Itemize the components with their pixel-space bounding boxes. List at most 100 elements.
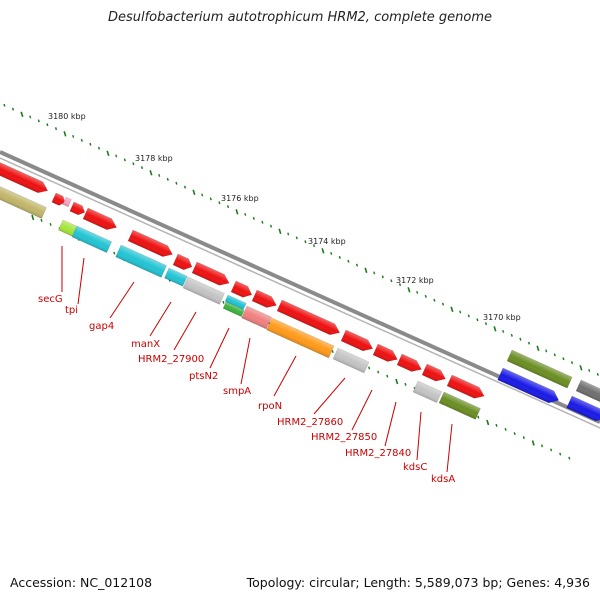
gene-red [276, 299, 341, 336]
tick-mark [72, 134, 75, 138]
gene-cyan [115, 244, 167, 278]
gene-red-shading [0, 158, 48, 193]
tick-mark [377, 370, 380, 374]
scale-label: 3178 kbp [135, 154, 173, 163]
gene-cyan [164, 267, 188, 287]
tick-mark [476, 318, 479, 322]
gene-red-shading [373, 344, 398, 362]
tick-mark [531, 440, 535, 446]
tick-mark [588, 368, 591, 372]
gene-cyan-shading [115, 245, 167, 278]
gene-label-tpi: tpi [65, 305, 78, 316]
tick-mark [550, 448, 553, 452]
gene-khaki [0, 181, 47, 219]
gene-pink [62, 196, 72, 208]
tick-mark [347, 259, 350, 263]
tick-mark [390, 279, 393, 283]
tick-mark [527, 341, 531, 345]
gene-labels: secG tpi gap4 manX HRM2_27900 ptsN2 smpA… [38, 294, 455, 485]
scale-label: 3170 kbp [483, 313, 521, 322]
tick-mark [46, 123, 49, 127]
tick-mark [252, 216, 255, 220]
tick-mark [540, 444, 544, 448]
gene-features [0, 157, 600, 422]
gene-blue-shading [497, 368, 559, 403]
tick-mark [166, 177, 169, 181]
gene-gray [332, 347, 370, 374]
tick-mark [570, 361, 574, 365]
tick-mark [49, 222, 52, 226]
gene-salmon-shading [241, 306, 272, 329]
gene-cyan [224, 294, 247, 311]
tick-mark [553, 353, 556, 357]
gene-red-shading [231, 281, 252, 298]
gene-red-shading [341, 330, 373, 351]
tick-mark [235, 209, 239, 215]
tick-mark [269, 224, 273, 228]
gene-red [396, 353, 422, 372]
tick-mark [486, 419, 490, 426]
gene-pink-shading [62, 197, 72, 207]
gene-red [127, 229, 173, 257]
tick-mark [502, 329, 505, 333]
tick-mark [321, 248, 325, 254]
tick-mark [40, 218, 43, 222]
gene-red [51, 192, 66, 206]
map-title: Desulfobacterium autotrophicum HRM2, com… [107, 10, 493, 25]
tick-mark [562, 357, 565, 361]
tick-mark [183, 185, 187, 189]
gene-label-hrm2-27860: HRM2_27860 [277, 417, 343, 428]
gene-red [191, 261, 230, 286]
tick-mark [63, 131, 67, 137]
gene-cyan-shading [72, 226, 112, 253]
tick-mark [504, 427, 507, 431]
tick-mark [416, 290, 419, 294]
gene-label-hrm2-27900: HRM2_27900 [138, 354, 204, 365]
gene-red-shading [69, 202, 85, 215]
tick-mark [368, 366, 371, 370]
tick-mark [115, 154, 118, 158]
tick-mark [89, 142, 92, 146]
gene-label-kdsA: kdsA [431, 474, 455, 485]
tick-mark [20, 111, 24, 118]
gene-orange [266, 317, 335, 359]
gene-salmon [241, 305, 273, 330]
gene-red [421, 363, 446, 382]
tick-mark [404, 382, 407, 386]
tick-mark [559, 452, 562, 456]
gene-blue [566, 395, 600, 422]
gene-red-shading [422, 364, 446, 382]
gene-red [0, 157, 49, 194]
gene-orange-shading [266, 318, 334, 358]
tick-mark [278, 228, 282, 235]
tick-mark [29, 115, 32, 119]
tick-mark [424, 294, 427, 298]
gene-red-shading [83, 208, 117, 230]
tick-mark [330, 251, 333, 255]
tick-mark [201, 193, 204, 197]
tick-mark [222, 300, 225, 304]
tick-mark [295, 236, 298, 240]
tick-mark [244, 212, 247, 216]
scale-label: 3176 kbp [221, 194, 259, 203]
tick-mark [158, 173, 161, 177]
scale-label: 3172 kbp [396, 276, 434, 285]
tick-mark [355, 263, 359, 267]
tick-mark [568, 456, 571, 460]
tick-mark [519, 337, 522, 341]
scale-label: 3174 kbp [308, 237, 346, 246]
tick-mark [484, 322, 488, 326]
gene-red-shading [51, 193, 65, 206]
tick-mark [596, 372, 599, 376]
gene-red [172, 253, 193, 271]
gene-red [372, 343, 398, 362]
gene-green [222, 301, 245, 318]
tick-mark [407, 287, 411, 293]
gene-red [251, 289, 277, 308]
gene-blue-shading [566, 396, 600, 422]
gene-olive-shading [507, 350, 573, 389]
tick-mark [123, 158, 126, 162]
gene-gray-shading [333, 348, 369, 373]
gene-khaki-shading [0, 182, 47, 219]
gene-red-shading [128, 230, 173, 257]
